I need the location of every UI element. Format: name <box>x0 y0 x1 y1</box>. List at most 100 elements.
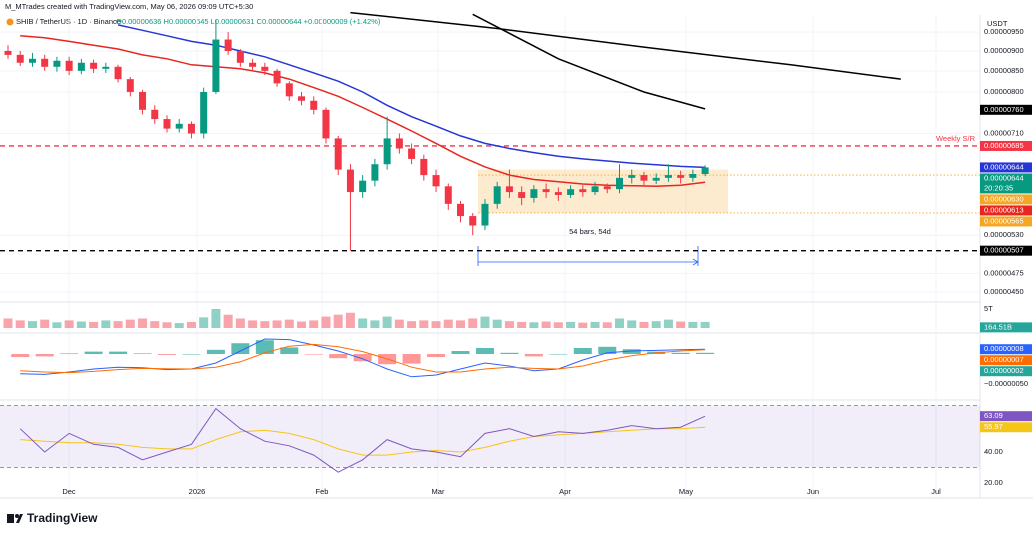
candle-body <box>689 173 697 178</box>
candle-body <box>224 39 232 51</box>
candle-body <box>16 54 24 63</box>
volume-bar <box>345 312 355 328</box>
rsi-line <box>19 407 706 473</box>
price-badge-label: 164.51B <box>984 322 1012 331</box>
macd-histogram-bar <box>475 348 494 355</box>
candle-body <box>701 167 709 174</box>
x-tick-label: Mar <box>432 487 445 496</box>
macd-histogram-bar <box>255 340 274 355</box>
volume-bar <box>89 321 99 328</box>
volume-bar <box>492 319 502 328</box>
volume-bar <box>517 321 527 328</box>
y-tick-label: 0.00000475 <box>984 268 1024 277</box>
price-badge <box>980 173 1032 194</box>
price-badge-label: 0.00000007 <box>984 355 1024 364</box>
measure-arrow <box>692 258 699 266</box>
candle-body <box>518 192 526 198</box>
price-badge <box>980 411 1032 422</box>
x-tick-label: May <box>679 487 693 496</box>
price-badge <box>980 322 1032 333</box>
price-badge-label: 0.00000008 <box>984 344 1024 353</box>
ohlc-line: O0.00000636 H0.00000645 L0.00000631 C0.0… <box>116 17 381 26</box>
coin-icon <box>6 18 14 26</box>
symbol-line: SHIB / TetherUS · 1D · Binance <box>16 17 121 26</box>
y-tick-label: 0.00000450 <box>984 287 1024 296</box>
price-badge-sublabel: 20:20:35 <box>984 183 1013 192</box>
volume-bar <box>688 321 698 328</box>
candle-body <box>114 66 122 80</box>
price-badge-label: 0.00000760 <box>984 105 1024 114</box>
candle-body <box>346 169 354 193</box>
candle-body <box>236 50 244 63</box>
volume-bar <box>64 320 74 328</box>
volume-bar <box>211 308 221 328</box>
candle-body <box>77 62 85 71</box>
range-label: 54 bars, 54d <box>569 227 611 236</box>
price-badge-label: 0.00000565 <box>984 216 1024 225</box>
moving-average <box>20 35 706 188</box>
candle-body <box>664 175 672 178</box>
volume-bar <box>700 321 710 328</box>
y-tick-label: 0.00000900 <box>984 46 1024 55</box>
candle-body <box>175 123 183 129</box>
candle-body <box>616 177 623 190</box>
volume-bar <box>431 321 441 328</box>
candle-body <box>139 91 147 110</box>
volume-bar <box>150 321 160 328</box>
y-tick-label: 0.00000950 <box>984 27 1024 36</box>
macd-histogram-bar <box>133 353 152 355</box>
candle-body <box>469 216 477 226</box>
volume-bar <box>223 314 233 328</box>
candle-body <box>285 83 293 97</box>
volume-bar <box>639 321 649 328</box>
volume-bar <box>529 322 539 328</box>
macd-histogram-bar <box>696 352 715 355</box>
volume-tick-label: 5T <box>984 304 993 313</box>
macd-histogram-bar <box>427 354 446 358</box>
price-badge <box>980 162 1032 173</box>
macd-histogram-bar <box>671 352 690 355</box>
candle-body <box>41 58 49 67</box>
candle-body <box>420 158 428 176</box>
volume-bar <box>138 318 148 328</box>
volume-bar <box>553 322 563 328</box>
logo: TradingView <box>7 511 98 525</box>
long-moving-average <box>350 11 901 80</box>
price-badge <box>980 245 1032 256</box>
macd-histogram-bar <box>402 354 421 364</box>
macd-histogram-bar <box>60 353 79 355</box>
macd-histogram-bar <box>622 349 641 355</box>
candle-body <box>457 203 465 217</box>
macd-histogram-bar <box>524 354 543 357</box>
rsi-tick-label: 20.00 <box>984 478 1003 487</box>
candle-body <box>481 203 489 226</box>
volume-bar <box>443 319 453 328</box>
candle-body <box>249 62 257 67</box>
candle-body <box>530 189 538 198</box>
candle-body <box>212 39 220 92</box>
price-badge <box>980 104 1032 115</box>
price-badge-label: 55.97 <box>984 422 1003 431</box>
candle-body <box>408 148 416 159</box>
volume-bar <box>566 321 576 328</box>
macd-histogram-bar <box>231 343 250 355</box>
candle-body <box>591 186 599 193</box>
volume-bar <box>590 321 600 328</box>
candle-body <box>383 138 391 165</box>
macd-histogram-bar <box>182 354 201 355</box>
volume-bar <box>627 320 637 328</box>
macd-histogram-bar <box>598 346 617 355</box>
macd-tick-label: −0.00000050 <box>984 379 1028 388</box>
price-badge <box>980 344 1032 355</box>
volume-bar <box>162 322 172 328</box>
candle-body <box>395 138 403 149</box>
volume-bar <box>480 316 490 328</box>
volume-bar <box>199 317 209 328</box>
candle-body <box>261 66 269 71</box>
volume-bar <box>260 321 270 328</box>
candle-body <box>4 50 12 55</box>
price-badge <box>980 194 1032 205</box>
x-tick-label: Apr <box>559 487 571 496</box>
macd-histogram-bar <box>329 354 348 359</box>
candle-body <box>90 62 98 69</box>
